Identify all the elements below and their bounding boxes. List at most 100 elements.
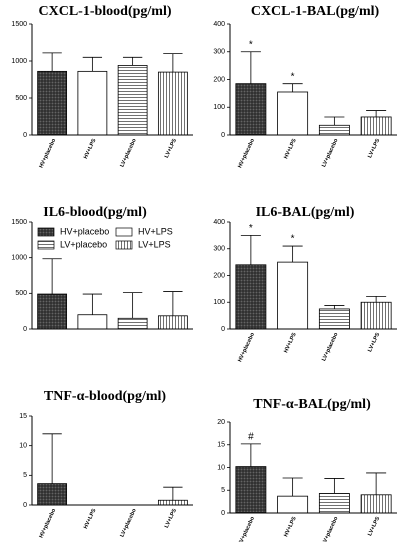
error-bar <box>240 443 261 467</box>
x-tick-label: LV+placebo <box>119 137 138 168</box>
bar <box>157 499 188 506</box>
chart-title: TNF-α-BAL(pg/ml) <box>253 397 371 412</box>
bar <box>318 124 350 136</box>
legend-swatch <box>37 227 55 237</box>
bar <box>117 317 148 330</box>
error-bar <box>366 295 387 303</box>
y-tick-label: 100 <box>213 104 225 111</box>
x-tick-label: LV+placebo <box>321 515 340 542</box>
error-bar <box>122 292 143 319</box>
y-tick-label: 200 <box>213 76 225 83</box>
bar <box>318 308 350 330</box>
y-tick-label: 300 <box>213 246 225 253</box>
bar <box>360 494 392 514</box>
y-tick-label: 500 <box>15 95 27 102</box>
y-tick-label: 1000 <box>11 58 27 65</box>
x-tick-label: HV+placebo <box>237 515 256 542</box>
x-tick-label: HV+LPS <box>83 138 98 160</box>
error-bar <box>163 486 183 501</box>
significance-marker: * <box>249 223 253 234</box>
bar <box>318 493 350 514</box>
error-bar <box>122 56 143 66</box>
legend-label: LV+LPS <box>138 239 171 249</box>
bar <box>277 495 309 514</box>
x-tick-label: LV+LPS <box>367 332 381 353</box>
x-tick-label: LV+placebo <box>119 507 138 538</box>
y-tick-label: 0 <box>23 502 27 509</box>
x-tick-label: LV+placebo <box>321 331 340 362</box>
y-tick-label: 20 <box>217 419 225 426</box>
legend-label: LV+placebo <box>60 239 107 249</box>
error-bar <box>240 234 261 265</box>
error-bar <box>366 110 387 117</box>
legend-swatch <box>115 240 133 250</box>
significance-marker: # <box>248 431 254 442</box>
error-bar <box>282 245 303 263</box>
error-bar <box>42 52 62 72</box>
y-tick-label: 10 <box>217 464 225 471</box>
error-bar <box>324 478 345 494</box>
bar <box>77 314 108 330</box>
y-tick-label: 1000 <box>11 255 27 262</box>
y-tick-label: 1500 <box>11 21 27 28</box>
chart-title: TNF-α-blood(pg/ml) <box>44 389 166 404</box>
y-tick-label: 5 <box>23 472 27 479</box>
bar <box>37 70 68 136</box>
x-tick-label: HV+LPS <box>283 138 298 160</box>
error-bar <box>82 293 103 315</box>
x-tick-label: HV+placebo <box>38 137 57 169</box>
error-bar <box>163 291 183 316</box>
x-tick-label: HV+LPS <box>83 508 98 530</box>
chart-title: CXCL-1-blood(pg/ml) <box>38 4 171 19</box>
y-tick-label: 400 <box>213 219 225 226</box>
y-tick-label: 0 <box>221 132 225 139</box>
bar <box>37 483 68 506</box>
y-tick-label: 100 <box>213 299 225 306</box>
significance-marker: * <box>249 39 253 50</box>
bar <box>235 83 267 136</box>
bar <box>77 70 108 136</box>
legend-label: HV+LPS <box>138 226 173 236</box>
error-bar <box>163 53 183 73</box>
error-bar <box>324 305 345 309</box>
y-tick-label: 0 <box>221 326 225 333</box>
error-bar <box>324 116 345 126</box>
x-tick-label: HV+placebo <box>38 507 57 539</box>
y-tick-label: 0 <box>23 132 27 139</box>
bar <box>360 301 392 330</box>
x-tick-label: HV+LPS <box>283 332 298 354</box>
bar <box>117 65 148 136</box>
error-bar <box>366 472 387 495</box>
chart-title: CXCL-1-BAL(pg/ml) <box>251 4 380 19</box>
legend-label: HV+placebo <box>60 226 109 236</box>
y-tick-label: 15 <box>217 442 225 449</box>
error-bar <box>282 83 303 92</box>
chart-title: IL6-BAL(pg/ml) <box>256 205 355 220</box>
x-tick-label: LV+placebo <box>321 137 340 168</box>
error-bar <box>282 477 303 497</box>
error-bar <box>82 56 103 72</box>
bar <box>235 264 267 330</box>
y-tick-label: 200 <box>213 272 225 279</box>
error-bar <box>42 433 62 484</box>
significance-marker: * <box>291 71 295 82</box>
x-tick-label: LV+LPS <box>367 516 381 537</box>
bar <box>360 116 392 136</box>
error-bar <box>42 258 62 295</box>
x-tick-label: LV+LPS <box>367 138 381 159</box>
x-tick-label: LV+LPS <box>164 138 178 159</box>
x-tick-label: LV+LPS <box>164 508 178 529</box>
bar <box>277 91 309 136</box>
y-tick-label: 300 <box>213 49 225 56</box>
y-tick-label: 0 <box>23 326 27 333</box>
bar <box>277 261 309 330</box>
y-tick-label: 15 <box>19 413 27 420</box>
bar <box>235 466 267 514</box>
significance-marker: * <box>291 234 295 245</box>
bar <box>37 293 68 330</box>
bar <box>157 315 188 330</box>
y-tick-label: 0 <box>221 510 225 517</box>
y-tick-label: 500 <box>15 290 27 297</box>
